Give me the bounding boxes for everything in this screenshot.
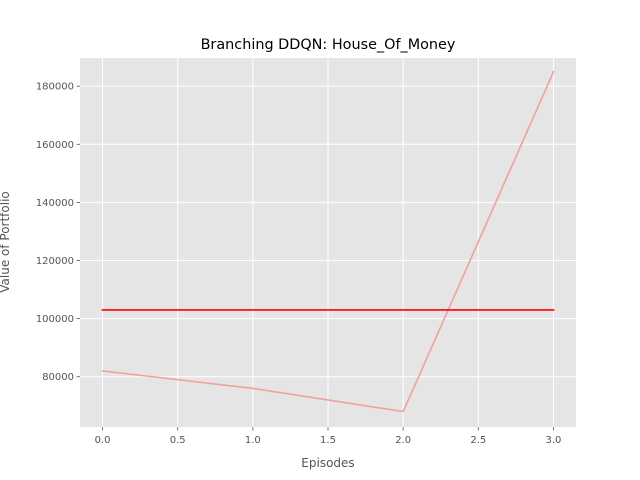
series-layer (101, 70, 555, 413)
y-tick-label: 80000 (42, 372, 74, 383)
x-tick-label: 0.0 (95, 435, 111, 446)
chart-title: Branching DDQN: House_Of_Money (201, 37, 456, 53)
x-tick-label: 3.0 (546, 435, 562, 446)
y-tick-label: 120000 (36, 256, 74, 267)
y-axis-ticks: 80000 100000 120000 140000 160000 180000 (36, 82, 80, 383)
y-tick-label: 160000 (36, 140, 74, 151)
x-tick-label: 0.5 (170, 435, 186, 446)
series-line-0 (101, 70, 555, 413)
grid (80, 58, 576, 427)
y-tick-label: 100000 (36, 314, 74, 325)
y-tick-label: 180000 (36, 82, 74, 93)
x-axis-ticks: 0.0 0.5 1.0 1.5 2.0 2.5 3.0 (95, 427, 562, 446)
y-axis-label: Value of Portfolio (0, 191, 12, 293)
x-tick-label: 2.5 (470, 435, 486, 446)
y-tick-label: 140000 (36, 198, 74, 209)
x-tick-label: 2.0 (395, 435, 411, 446)
x-axis-label: Episodes (301, 456, 354, 470)
x-tick-label: 1.0 (245, 435, 261, 446)
x-tick-label: 1.5 (320, 435, 336, 446)
